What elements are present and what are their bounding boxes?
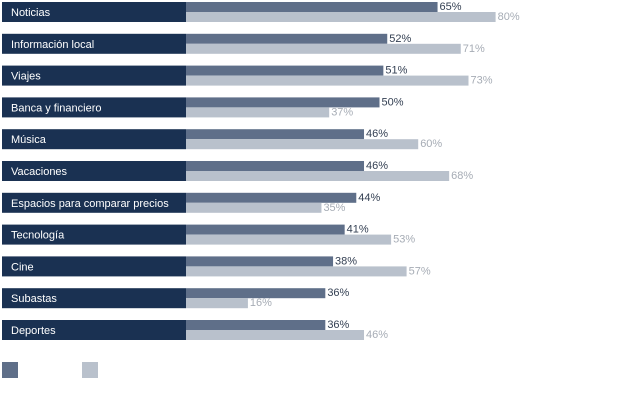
legend [2, 362, 98, 378]
category-box [2, 65, 186, 86]
bar-series-2 [186, 330, 365, 340]
data-label-series-2: 46% [366, 329, 388, 341]
bar-row: Viajes 51% 73% [2, 65, 493, 87]
category-box [2, 224, 186, 245]
data-label-series-1: 44% [358, 192, 380, 204]
bar-row: Banca y financiero 50% 37% [2, 96, 404, 118]
bar-series-2 [186, 171, 450, 181]
category-box [2, 129, 186, 150]
legend-swatch-series-1 [2, 362, 18, 378]
bar-series-1 [186, 192, 357, 203]
category-label: Vacaciones [11, 166, 68, 178]
data-label-series-1: 41% [347, 224, 369, 236]
bar-series-1 [186, 288, 326, 299]
data-label-series-1: 65% [440, 1, 462, 13]
bar-row: Tecnología 41% 53% [2, 224, 415, 246]
data-label-series-2: 71% [463, 43, 485, 55]
data-label-series-1: 50% [382, 96, 404, 108]
data-label-series-2: 80% [498, 11, 520, 23]
category-label: Banca y financiero [11, 102, 102, 114]
data-label-series-1: 46% [366, 128, 388, 140]
bar-series-2 [186, 139, 419, 150]
category-box [2, 97, 186, 118]
data-label-series-1: 51% [385, 65, 407, 77]
legend-swatch-series-2 [82, 362, 98, 378]
chart-rows: Noticias 65% 80% Información local 52% 71% Via… [2, 1, 520, 341]
category-label: Deportes [11, 325, 56, 337]
bar-series-2 [186, 75, 469, 86]
bar-row: Espacios para comparar precios 44% 35% [2, 192, 381, 214]
bar-series-1 [186, 161, 365, 171]
category-label: Cine [11, 261, 34, 273]
data-label-series-2: 57% [409, 265, 431, 277]
bar-series-2 [186, 298, 248, 309]
category-label: Espacios para comparar precios [11, 198, 169, 210]
category-box [2, 192, 186, 213]
category-label: Información local [11, 39, 94, 51]
data-label-series-1: 38% [335, 255, 357, 267]
data-label-series-2: 60% [420, 138, 442, 150]
bar-row: Subastas 36% 16% [2, 287, 350, 309]
category-label: Tecnología [11, 230, 65, 242]
bar-row: Música 46% 60% [2, 128, 442, 150]
data-label-series-1: 36% [327, 287, 349, 299]
bar-series-2 [186, 43, 461, 54]
data-label-series-2: 73% [471, 75, 493, 87]
bar-series-1 [186, 97, 380, 108]
category-box [2, 288, 186, 309]
bar-series-1 [186, 320, 326, 330]
data-label-series-1: 46% [366, 160, 388, 172]
data-label-series-2: 16% [250, 297, 272, 309]
bar-row: Información local 52% 71% [2, 33, 485, 55]
category-label: Música [11, 134, 47, 146]
bar-series-1 [186, 129, 365, 140]
bar-series-2 [186, 12, 496, 22]
data-label-series-2: 35% [323, 202, 345, 214]
bar-series-2 [186, 202, 322, 213]
category-label: Subastas [11, 293, 57, 305]
data-label-series-2: 37% [331, 106, 353, 118]
bar-series-2 [186, 234, 392, 245]
bar-series-1 [186, 224, 345, 235]
category-box [2, 2, 186, 22]
category-box [2, 256, 186, 277]
bar-row: Vacaciones 46% 68% [2, 160, 473, 182]
category-label: Viajes [11, 71, 41, 83]
bar-series-2 [186, 266, 407, 277]
bar-row: Cine 38% 57% [2, 255, 431, 277]
bar-series-1 [186, 65, 384, 76]
category-box [2, 320, 186, 340]
bar-row: Noticias 65% 80% [2, 1, 520, 23]
bar-row: Deportes 36% 46% [2, 319, 388, 341]
category-box [2, 33, 186, 54]
data-label-series-1: 52% [389, 33, 411, 45]
data-label-series-1: 36% [327, 319, 349, 331]
bar-series-1 [186, 256, 334, 267]
bar-series-1 [186, 2, 438, 12]
bar-series-2 [186, 107, 330, 118]
category-box [2, 161, 186, 181]
data-label-series-2: 68% [451, 170, 473, 182]
bar-series-1 [186, 33, 388, 44]
data-label-series-2: 53% [393, 234, 415, 246]
category-label: Noticias [11, 7, 51, 19]
